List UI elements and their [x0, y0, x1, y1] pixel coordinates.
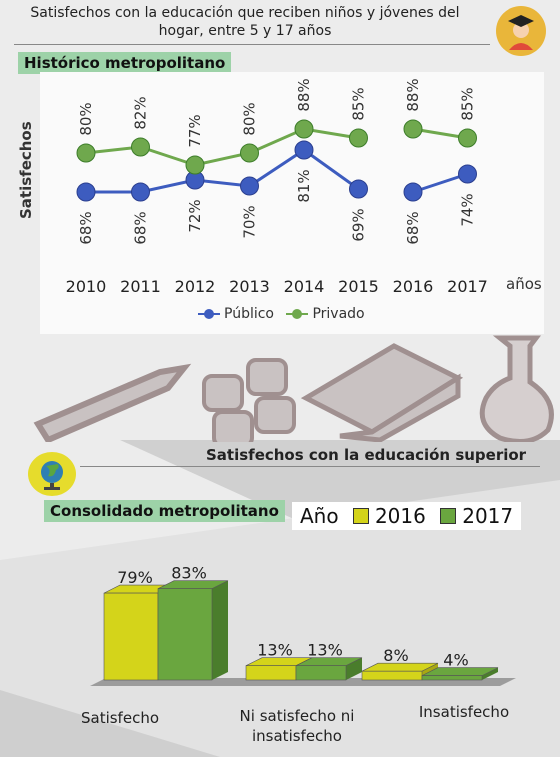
- point-publico-2017: [458, 164, 477, 184]
- x-tick-2016: 2016: [393, 277, 434, 296]
- x-tick-2013: 2013: [229, 277, 270, 296]
- bar-2016-0: [103, 592, 159, 681]
- bar-label-2017-0: 83%: [171, 564, 207, 583]
- data-label-privado-2016: 88%: [404, 78, 422, 111]
- category-label-ni-satisfecho: Ni satisfecho ni insatisfecho: [222, 706, 372, 746]
- legend-swatch-2016: [352, 508, 369, 524]
- category-label-insatisfecho: Insatisfecho: [404, 702, 524, 722]
- point-privado-2013: [240, 143, 259, 163]
- section-title-superior: Satisfechos con la educación superior: [206, 446, 527, 464]
- point-publico-2011: [131, 182, 150, 202]
- bar-legend: Año 2016 2017: [292, 502, 522, 530]
- point-privado-2016: [403, 119, 423, 139]
- legend-label-2017: 2017: [462, 504, 514, 528]
- point-publico-2013: [240, 176, 259, 196]
- x-tick-2010: 2010: [66, 277, 107, 296]
- calculator-icon: [202, 358, 296, 442]
- globe-icon: [28, 452, 76, 496]
- flask-icon: [479, 335, 554, 442]
- bar-2017-0: [157, 588, 213, 681]
- point-privado-2012: [185, 155, 205, 175]
- line-legend: Público Privado: [198, 306, 373, 323]
- page-title: Satisfechos con la educación que reciben…: [0, 4, 490, 40]
- x-tick-2014: 2014: [284, 277, 325, 296]
- x-tick-2017: 2017: [447, 277, 488, 296]
- data-label-publico-2014: 81%: [295, 169, 313, 202]
- point-publico-2014: [294, 140, 314, 160]
- legend-swatch-2017: [440, 508, 457, 524]
- point-privado-2010: [76, 143, 96, 163]
- point-privado-2015: [349, 128, 368, 148]
- legend-label-2016: 2016: [374, 504, 426, 528]
- data-label-privado-2017: 85%: [459, 87, 477, 120]
- legend-title: Año: [300, 504, 339, 528]
- data-label-publico-2013: 70%: [241, 205, 259, 238]
- line-chart-panel: [40, 72, 544, 334]
- bar-side-2017-2: [482, 667, 498, 680]
- data-label-privado-2014: 88%: [295, 78, 313, 111]
- section-label-consolidado: Consolidado metropolitano: [44, 500, 285, 522]
- legend-label-publico: Público: [224, 306, 274, 322]
- point-publico-2015: [349, 179, 368, 199]
- section-label-historico: Histórico metropolitano: [18, 52, 232, 74]
- bar-2017-2: [421, 675, 483, 681]
- category-label-ni-line2: insatisfecho: [252, 727, 342, 745]
- category-label-insatisfecho-text: Insatisfecho: [418, 703, 510, 721]
- x-axis-label: años: [506, 275, 542, 293]
- point-privado-2011: [131, 137, 150, 157]
- title-divider: [14, 44, 490, 45]
- legend-marker-publico: [198, 309, 220, 319]
- point-privado-2014: [294, 119, 314, 139]
- category-label-ni-line1: Ni satisfecho ni: [239, 707, 355, 725]
- title-line-1: Satisfechos con la educación que reciben…: [30, 5, 460, 21]
- data-label-publico-2016: 68%: [404, 211, 422, 244]
- series-line-publico-2: [412, 172, 468, 194]
- x-tick-2012: 2012: [175, 277, 216, 296]
- point-privado-2017: [458, 128, 477, 148]
- data-label-publico-2015: 69%: [350, 208, 368, 241]
- category-label-satisfecho-text: Satisfecho: [80, 709, 160, 727]
- bar-2017-1: [295, 665, 347, 681]
- book-icon: [300, 343, 464, 442]
- bar-side-2017-0: [212, 580, 228, 680]
- x-tick-2011: 2011: [120, 277, 161, 296]
- category-label-satisfecho: Satisfecho: [60, 708, 180, 728]
- superior-divider: [80, 466, 540, 467]
- graduate-icon: [496, 6, 546, 56]
- bar-side-2017-1: [346, 657, 362, 680]
- legend-label-privado: Privado: [312, 306, 365, 322]
- bar-2016-1: [245, 665, 297, 681]
- data-label-publico-2010: 68%: [77, 211, 95, 244]
- line-chart: 68% 68% 72% 70% 81% 69% 68% 74% 80% 82% 77% 80% 88% 8…: [66, 78, 488, 296]
- x-tick-2015: 2015: [338, 277, 379, 296]
- bar-label-2017-1: 13%: [307, 641, 343, 660]
- data-label-publico-2011: 68%: [132, 211, 150, 244]
- legend-marker-privado: [286, 309, 309, 319]
- data-label-privado-2013: 80%: [241, 102, 259, 135]
- bar-label-2016-1: 13%: [257, 641, 293, 660]
- point-publico-2010: [76, 182, 96, 202]
- bar-label-2016-2: 8%: [383, 646, 408, 665]
- legend-item-privado: Privado: [286, 306, 365, 322]
- data-label-privado-2012: 77%: [186, 114, 204, 147]
- data-label-publico-2012: 72%: [186, 199, 204, 232]
- data-label-privado-2010: 80%: [77, 102, 95, 135]
- data-label-privado-2011: 82%: [132, 96, 150, 129]
- bar-label-2017-2: 4%: [443, 651, 468, 670]
- bar-2016-2: [361, 670, 423, 681]
- point-publico-2016: [403, 182, 423, 202]
- bar-label-2016-0: 79%: [117, 568, 153, 587]
- title-line-2: hogar, entre 5 y 17 años: [158, 23, 332, 39]
- legend-item-publico: Público: [198, 306, 274, 322]
- decor-icons: [33, 335, 554, 442]
- pencil-icon: [33, 363, 192, 442]
- data-label-privado-2015: 85%: [350, 87, 368, 120]
- data-label-publico-2017: 74%: [459, 193, 477, 226]
